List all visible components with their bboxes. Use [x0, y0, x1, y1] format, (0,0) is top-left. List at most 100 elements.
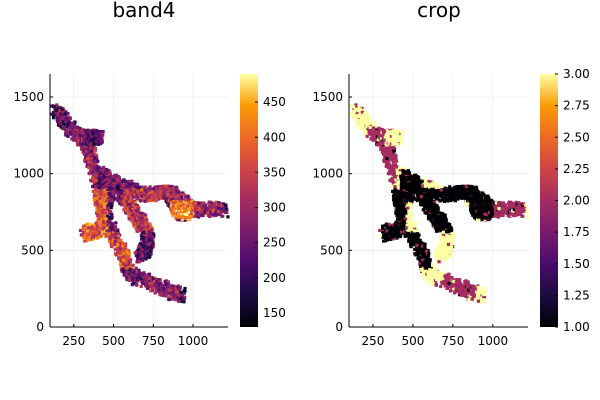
data-pixel	[94, 154, 99, 158]
data-pixel	[180, 193, 184, 197]
data-pixel	[182, 209, 187, 213]
data-pixel	[180, 293, 185, 298]
data-pixel	[217, 203, 221, 207]
data-pixel	[78, 228, 83, 233]
data-pixel	[207, 205, 212, 209]
data-pixel	[164, 282, 168, 286]
data-pixel	[191, 214, 196, 218]
data-pixel	[126, 203, 130, 207]
data-pixel	[173, 191, 178, 195]
data-pixel	[226, 215, 230, 219]
data-pixel	[134, 266, 138, 270]
data-pixel	[160, 186, 165, 190]
data-pixel	[97, 208, 102, 212]
data-pixel	[221, 209, 225, 214]
data-pixel	[94, 221, 98, 225]
data-pixel	[110, 224, 114, 228]
data-pixel	[149, 231, 153, 235]
data-pixel	[99, 230, 104, 234]
data-pixel	[162, 189, 166, 193]
data-pixel	[88, 172, 92, 176]
data-pixel	[212, 207, 216, 212]
data-pixel	[59, 119, 63, 123]
data-pixel	[119, 264, 123, 269]
data-pixel	[152, 234, 156, 238]
data-pixel	[49, 112, 54, 116]
data-pixel	[172, 205, 176, 209]
data-pixel	[133, 251, 137, 255]
data-pixel	[145, 230, 149, 234]
data-pixel	[184, 212, 188, 216]
data-pixel	[145, 197, 149, 201]
data-pixel	[131, 191, 135, 196]
data-pixel	[136, 277, 140, 281]
data-pixel	[101, 226, 105, 230]
data-pixel	[97, 190, 101, 195]
data-pixel	[97, 180, 101, 184]
data-pixel	[118, 245, 122, 249]
data-pixel	[161, 284, 165, 288]
data-pixel	[182, 300, 186, 304]
data-pixel	[124, 182, 129, 187]
data-pixel	[170, 211, 174, 215]
data-pixel	[93, 147, 98, 151]
data-pixel	[143, 280, 148, 284]
data-pixel	[181, 191, 185, 195]
data-pixel	[122, 271, 126, 276]
data-pixel	[113, 247, 117, 251]
data-pixel	[148, 222, 152, 227]
data-pixel	[100, 213, 104, 217]
data-pixel	[93, 172, 98, 176]
data-pixel	[96, 142, 100, 146]
data-pixel	[142, 234, 146, 238]
data-pixel	[217, 212, 221, 217]
data-pixel	[132, 210, 136, 214]
data-pixel	[97, 226, 101, 230]
data-pixel	[144, 213, 148, 217]
data-pixel	[58, 117, 62, 121]
data-pixel	[138, 218, 142, 223]
data-pixel	[75, 130, 80, 134]
data-pixel	[101, 133, 105, 137]
data-pixel	[93, 223, 97, 228]
data-pixel	[146, 252, 150, 256]
data-pixel	[166, 285, 170, 289]
data-pixel	[135, 192, 139, 197]
data-pixel	[134, 282, 139, 287]
data-pixel	[159, 192, 163, 196]
data-pixel	[160, 290, 164, 294]
data-pixel	[125, 249, 129, 253]
data-pixel	[66, 125, 70, 129]
data-pixel	[96, 206, 100, 211]
data-pixel	[156, 190, 160, 194]
data-pixel	[133, 278, 137, 282]
data-pixel	[104, 178, 108, 183]
data-pixel	[100, 176, 104, 180]
data-pixel	[203, 204, 207, 208]
data-pixel	[95, 165, 100, 169]
data-pixel	[58, 109, 62, 113]
data-pixel	[184, 216, 188, 220]
data-pixel	[130, 283, 134, 287]
data-pixel	[137, 271, 141, 275]
data-pixel	[177, 299, 181, 303]
data-pixel	[218, 209, 222, 213]
data-pixel	[85, 164, 89, 169]
data-pixel	[52, 116, 56, 120]
data-pixel	[96, 217, 100, 221]
data-pixel	[139, 199, 143, 203]
data-pixel	[210, 204, 215, 208]
data-pixel	[143, 188, 147, 192]
data-pixel	[113, 225, 118, 229]
data-pixel	[183, 286, 187, 291]
data-pixel	[61, 110, 65, 114]
data-pixel	[131, 203, 136, 208]
data-pixel	[176, 218, 180, 222]
data-pixel	[225, 207, 229, 211]
data-pixel	[107, 169, 111, 173]
data-pixel	[136, 227, 141, 232]
data-pixel	[157, 284, 161, 288]
data-pixel	[110, 212, 114, 216]
data-pixel	[88, 153, 92, 158]
data-pixel	[87, 160, 91, 164]
